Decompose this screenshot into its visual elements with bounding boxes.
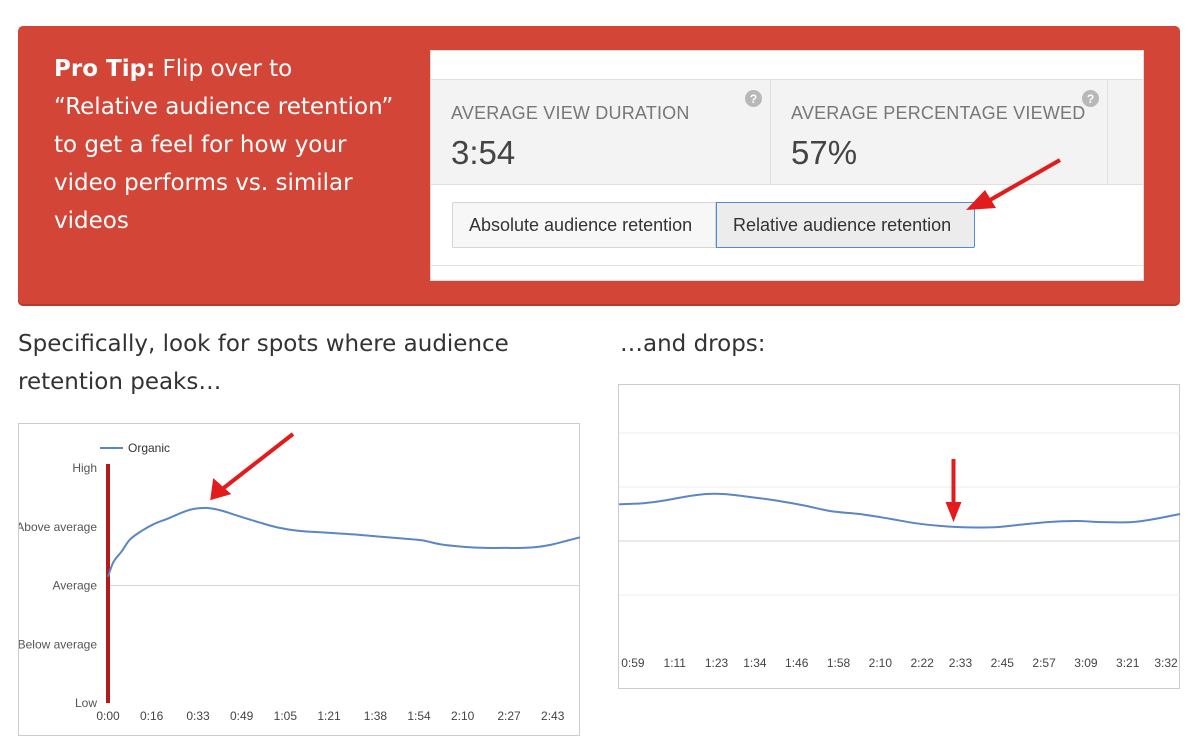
metric-value: 57%: [791, 134, 858, 171]
x-tick-label: 0:59: [621, 656, 645, 670]
x-tick-label: 1:23: [705, 656, 729, 670]
x-tick-label: 2:10: [451, 709, 475, 723]
absolute-retention-button[interactable]: Absolute audience retention: [452, 202, 716, 248]
x-tick-label: 3:21: [1116, 656, 1140, 670]
metric-value: 3:54: [451, 134, 516, 171]
pointer-arrow-head: [966, 190, 996, 210]
x-tick-label: 1:11: [664, 656, 687, 670]
help-icon[interactable]: ?: [745, 90, 762, 107]
series-line-organic: [107, 506, 581, 578]
peak-arrow-head: [210, 478, 232, 501]
x-tick-label: 1:21: [317, 709, 341, 723]
retention-chart-peaks: Low Below average Average Above average High…: [18, 423, 581, 736]
pro-tip-label: Pro Tip:: [54, 56, 156, 82]
pro-tip-body: Flip over to “Relative audience retentio…: [54, 56, 394, 234]
x-tick-label: 2:57: [1032, 656, 1056, 670]
x-tick-label: 0:33: [186, 709, 210, 723]
x-tick-label: 2:45: [991, 656, 1015, 670]
x-tick-label: 1:58: [827, 656, 851, 670]
metric-label: AVERAGE VIEW DURATION: [451, 103, 690, 123]
retention-toggle: Absolute audience retention Relative aud…: [452, 202, 975, 248]
x-tick-label: 0:49: [230, 709, 254, 723]
drop-arrow-head: [945, 501, 962, 522]
metrics-row: AVERAGE VIEW DURATION 3:54 ? AVERAGE PER…: [431, 79, 1143, 185]
peak-arrow: [220, 432, 295, 491]
chart-drops-svg: 0:59 1:11 1:23 1:34 1:46 1:58 2:10 2:22 2:33 2:45…: [619, 432, 1181, 670]
y-tick-label: Below average: [19, 637, 97, 651]
x-tick-label: 1:05: [274, 709, 298, 723]
caption-peaks: Specifically, look for spots where audie…: [18, 331, 509, 395]
pointer-arrow: [989, 158, 1061, 202]
metric-label: AVERAGE PERCENTAGE VIEWED: [791, 103, 1086, 123]
metric-average-view-duration: AVERAGE VIEW DURATION 3:54 ?: [431, 80, 771, 184]
panel-divider: [431, 265, 1143, 266]
y-tick-label: Above average: [19, 520, 97, 534]
series-line-organic: [619, 492, 1181, 529]
x-tick-label: 1:38: [364, 709, 388, 723]
x-tick-label: 1:54: [407, 709, 431, 723]
retention-chart-drops: 0:59 1:11 1:23 1:34 1:46 1:58 2:10 2:22 2:33 2:45…: [618, 384, 1181, 689]
y-tick-label: Average: [53, 579, 98, 593]
pro-tip-text: Pro Tip: Flip over to “Relative audience…: [54, 50, 394, 240]
analytics-panel: AVERAGE VIEW DURATION 3:54 ? AVERAGE PER…: [430, 50, 1144, 281]
x-tick-label: 1:46: [785, 656, 809, 670]
x-tick-label: 2:27: [497, 709, 521, 723]
y-tick-label: Low: [75, 696, 97, 710]
chart-peaks-svg: Low Below average Average Above average High…: [19, 432, 581, 723]
relative-retention-button[interactable]: Relative audience retention: [716, 202, 975, 248]
x-tick-label: 2:22: [910, 656, 934, 670]
x-tick-label: 0:00: [96, 709, 120, 723]
x-tick-label: 3:32: [1154, 656, 1178, 670]
x-tick-label: 2:33: [949, 656, 973, 670]
x-tick-label: 1:34: [743, 656, 767, 670]
metric-average-percentage-viewed: AVERAGE PERCENTAGE VIEWED 57% ?: [771, 80, 1108, 184]
caption-drops: …and drops:: [620, 331, 766, 357]
help-icon[interactable]: ?: [1082, 90, 1099, 107]
x-tick-label: 2:43: [541, 709, 565, 723]
x-tick-label: 0:16: [140, 709, 164, 723]
legend-label: Organic: [128, 441, 170, 455]
y-tick-label: High: [72, 461, 97, 475]
x-tick-label: 3:09: [1074, 656, 1098, 670]
x-tick-label: 2:10: [869, 656, 893, 670]
